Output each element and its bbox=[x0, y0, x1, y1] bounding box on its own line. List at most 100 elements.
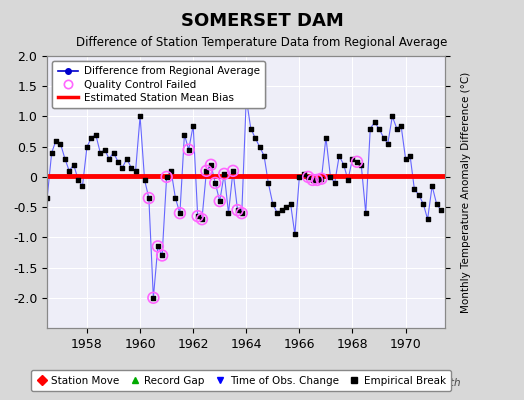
Point bbox=[176, 210, 184, 216]
Point bbox=[237, 210, 246, 216]
Point bbox=[379, 134, 388, 141]
Legend: Difference from Regional Average, Quality Control Failed, Estimated Station Mean: Difference from Regional Average, Qualit… bbox=[52, 61, 265, 108]
Point bbox=[277, 207, 286, 213]
Point bbox=[309, 177, 317, 183]
Point bbox=[101, 146, 109, 153]
Point bbox=[247, 125, 255, 132]
Point bbox=[313, 177, 321, 183]
Point bbox=[295, 174, 303, 180]
Point bbox=[180, 131, 189, 138]
Point bbox=[140, 177, 149, 183]
Point bbox=[127, 165, 136, 171]
Point bbox=[118, 165, 126, 171]
Point bbox=[158, 252, 166, 259]
Point bbox=[423, 216, 432, 222]
Point bbox=[78, 183, 86, 189]
Point bbox=[326, 174, 335, 180]
Point bbox=[251, 134, 259, 141]
Point bbox=[344, 177, 352, 183]
Point bbox=[215, 198, 224, 204]
Point bbox=[88, 134, 96, 141]
Point bbox=[171, 195, 180, 201]
Point bbox=[348, 156, 357, 162]
Point bbox=[317, 176, 325, 182]
Point bbox=[331, 180, 339, 186]
Point bbox=[110, 150, 118, 156]
Point bbox=[176, 210, 184, 216]
Point bbox=[202, 168, 211, 174]
Point bbox=[48, 150, 56, 156]
Point bbox=[162, 174, 171, 180]
Point bbox=[224, 210, 233, 216]
Point bbox=[65, 168, 73, 174]
Point bbox=[370, 119, 379, 126]
Point bbox=[436, 207, 445, 213]
Point bbox=[162, 174, 171, 180]
Point bbox=[260, 152, 268, 159]
Point bbox=[353, 158, 361, 165]
Point bbox=[432, 201, 441, 207]
Point bbox=[202, 168, 211, 174]
Point bbox=[309, 177, 317, 183]
Point bbox=[211, 180, 220, 186]
Point bbox=[207, 162, 215, 168]
Point bbox=[410, 186, 419, 192]
Point bbox=[335, 152, 343, 159]
Point bbox=[264, 180, 272, 186]
Point bbox=[428, 183, 436, 189]
Point bbox=[198, 216, 206, 222]
Point bbox=[74, 177, 82, 183]
Point bbox=[300, 171, 308, 177]
Point bbox=[193, 213, 202, 219]
Point bbox=[414, 192, 423, 198]
Point bbox=[158, 252, 166, 259]
Text: SOMERSET DAM: SOMERSET DAM bbox=[181, 12, 343, 30]
Point bbox=[375, 125, 383, 132]
Point bbox=[353, 158, 361, 165]
Point bbox=[269, 201, 277, 207]
Point bbox=[145, 195, 153, 201]
Point bbox=[366, 125, 375, 132]
Point bbox=[388, 113, 397, 120]
Point bbox=[322, 134, 330, 141]
Point bbox=[96, 150, 104, 156]
Point bbox=[211, 180, 220, 186]
Point bbox=[114, 158, 122, 165]
Point bbox=[154, 243, 162, 250]
Point bbox=[304, 174, 312, 180]
Point bbox=[233, 207, 242, 213]
Point bbox=[291, 231, 299, 238]
Point bbox=[92, 131, 100, 138]
Point bbox=[123, 156, 131, 162]
Point bbox=[406, 152, 414, 159]
Point bbox=[167, 168, 176, 174]
Point bbox=[287, 201, 295, 207]
Point bbox=[105, 156, 113, 162]
Point bbox=[52, 138, 60, 144]
Point bbox=[340, 162, 348, 168]
Point bbox=[149, 294, 158, 301]
Point bbox=[154, 243, 162, 250]
Y-axis label: Monthly Temperature Anomaly Difference (°C): Monthly Temperature Anomaly Difference (… bbox=[461, 71, 471, 313]
Point bbox=[419, 201, 428, 207]
Point bbox=[255, 144, 264, 150]
Point bbox=[357, 162, 365, 168]
Point bbox=[384, 140, 392, 147]
Point bbox=[145, 195, 153, 201]
Point bbox=[70, 162, 78, 168]
Point bbox=[198, 216, 206, 222]
Point bbox=[149, 294, 158, 301]
Point bbox=[193, 213, 202, 219]
Text: Difference of Station Temperature Data from Regional Average: Difference of Station Temperature Data f… bbox=[77, 36, 447, 49]
Point bbox=[229, 168, 237, 174]
Point bbox=[401, 156, 410, 162]
Point bbox=[229, 168, 237, 174]
Point bbox=[304, 174, 312, 180]
Point bbox=[83, 144, 91, 150]
Point bbox=[184, 146, 193, 153]
Legend: Station Move, Record Gap, Time of Obs. Change, Empirical Break: Station Move, Record Gap, Time of Obs. C… bbox=[31, 370, 451, 391]
Point bbox=[273, 210, 281, 216]
Point bbox=[317, 176, 325, 182]
Point bbox=[282, 204, 290, 210]
Point bbox=[220, 171, 228, 177]
